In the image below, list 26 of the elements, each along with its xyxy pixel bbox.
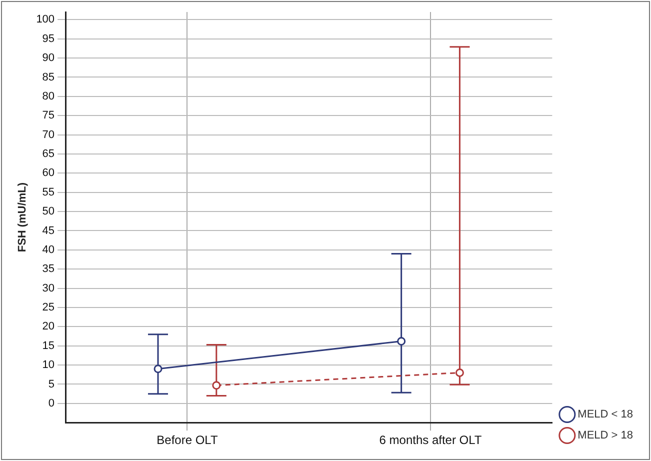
y-tick-label: 20 [42,320,55,333]
y-tick-label: 10 [42,359,55,372]
y-tick-label: 70 [42,128,55,141]
x-tick-label: 6 months after OLT [379,433,482,448]
y-tick-label: 80 [42,90,55,102]
y-tick-label: 60 [42,167,55,180]
y-tick-label: 0 [48,397,55,410]
y-tick-label: 75 [42,110,55,122]
legend-label: MELD < 18 [578,408,634,421]
y-tick-label: 55 [42,186,55,198]
y-tick-label: 90 [42,52,55,64]
x-tick-label: Before OLT [156,433,218,448]
y-tick-label: 85 [42,71,55,84]
y-tick-label: 15 [42,340,55,352]
y-tick-label: 25 [42,302,55,314]
y-tick-label: 100 [36,14,55,26]
y-tick-label: 95 [42,32,55,45]
y-tick-label: 40 [42,244,55,256]
y-tick-label: 5 [48,378,55,390]
y-tick-label: 65 [42,148,55,160]
y-tick-label: 35 [42,263,55,276]
y-tick-label: 45 [42,224,55,237]
legend-label: MELD > 18 [578,430,634,442]
y-tick-label: 30 [42,282,55,294]
y-tick-label: 50 [42,206,55,218]
y-axis-title: FSH (mU/mL) [16,182,29,252]
